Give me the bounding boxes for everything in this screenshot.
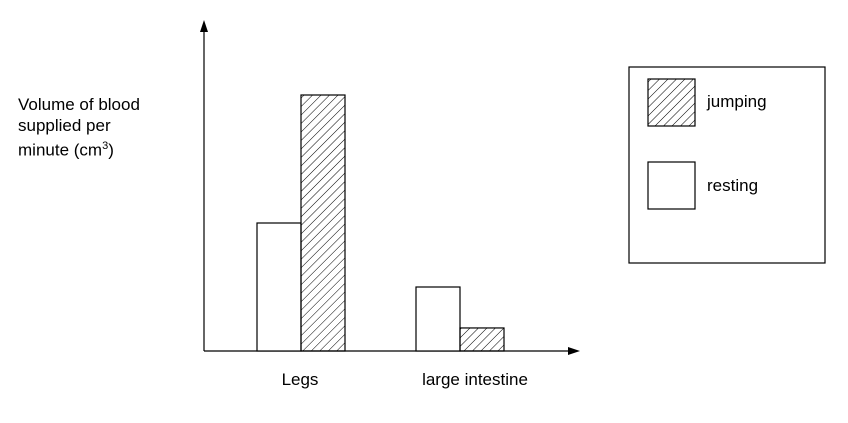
bar-legs-resting [256, 222, 302, 352]
legend-swatch-jumping [647, 78, 696, 127]
bar-legs-jumping [300, 94, 346, 352]
legend-label-jumping: jumping [707, 92, 767, 111]
y-axis-label-line-3: minute (cm3) [18, 136, 188, 161]
x-tick-label-legs: Legs [281, 370, 319, 389]
bars [256, 94, 505, 352]
x-axis-arrow [568, 347, 580, 355]
y-axis-label-line-2: supplied per [18, 116, 111, 135]
y-axis-arrow [200, 20, 208, 32]
y-axis-label-suffix: ) [108, 140, 114, 160]
legend [628, 66, 826, 264]
y-axis-label: Volume of blood supplied per minute (cm3… [18, 94, 188, 161]
bar-large-intestine-resting [415, 286, 461, 352]
legend-swatch-resting [647, 161, 696, 210]
y-axis-label-superscript: 3 [102, 140, 109, 152]
y-axis-label-line-1: Volume of blood [18, 95, 140, 114]
y-axis-label-line-3-text: minute (cm [18, 140, 103, 160]
legend-box [628, 66, 826, 264]
legend-label-resting: resting [707, 176, 759, 195]
bar-large-intestine-jumping [459, 327, 505, 352]
x-tick-label-large-intestine: large intestine [422, 370, 528, 389]
